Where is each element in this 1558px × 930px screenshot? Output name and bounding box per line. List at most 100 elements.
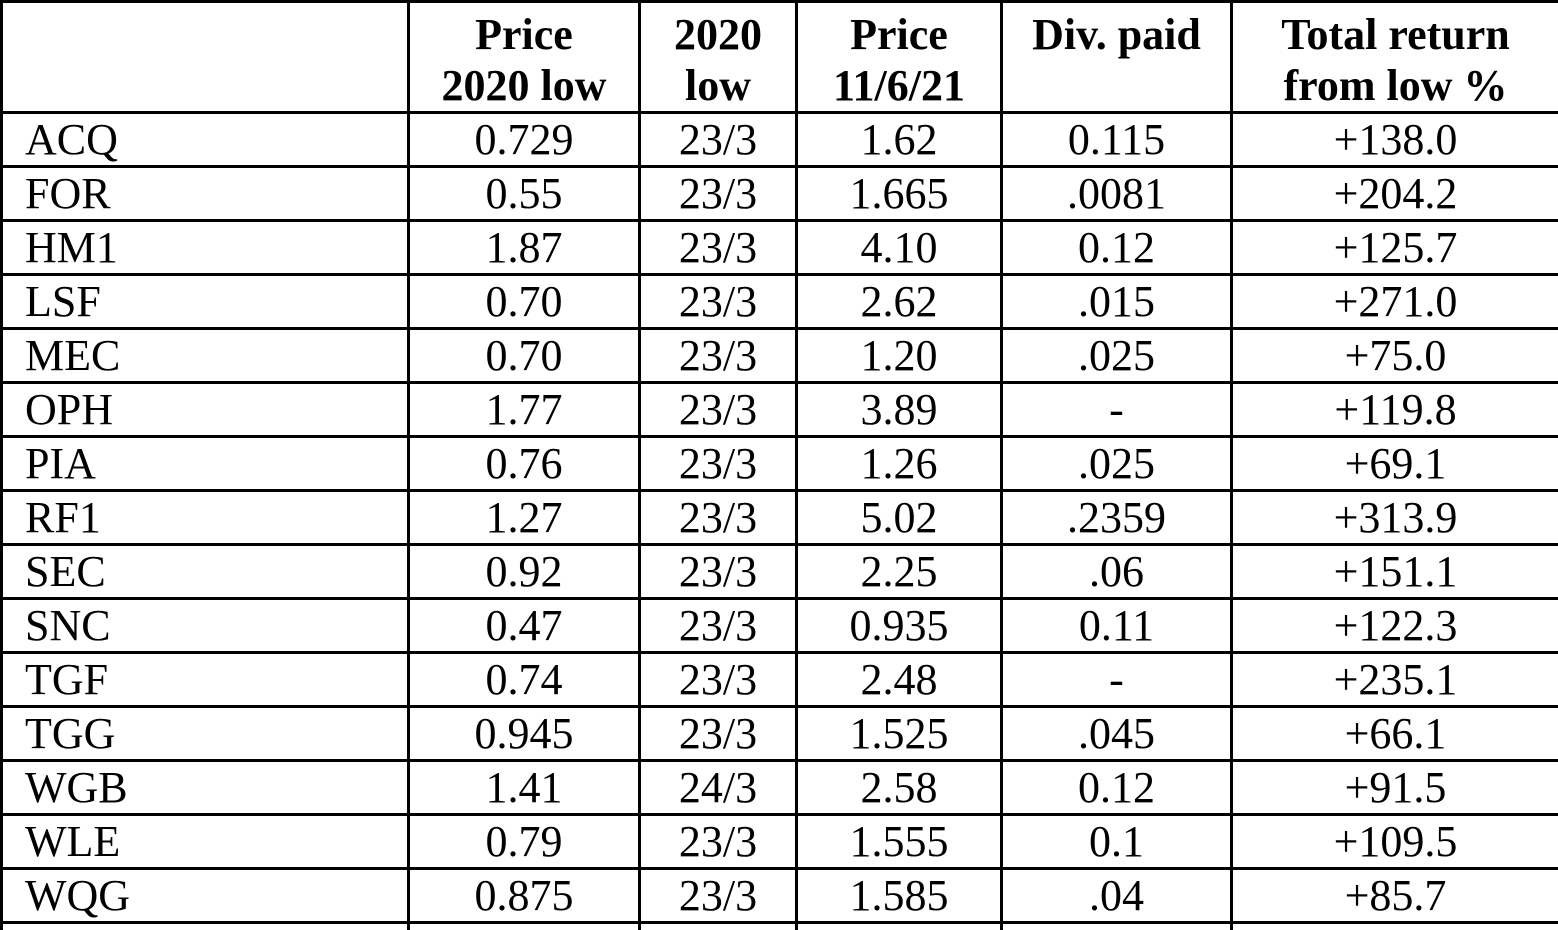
col-header-2020-low-date: 2020 low bbox=[638, 0, 798, 115]
ticker-cell: SEC bbox=[0, 543, 410, 601]
total-return-cell: +122.3 bbox=[1230, 597, 1558, 655]
col-header-price-11-6-21: Price 11/6/21 bbox=[795, 0, 1003, 115]
div-paid-cell: - bbox=[1000, 651, 1233, 709]
low-date-cell: 23/3 bbox=[638, 597, 798, 655]
price-2020-low-cell: 1.41 bbox=[407, 759, 641, 817]
low-date-cell: 23/3 bbox=[638, 219, 798, 277]
price-2020-low-cell: 0.92 bbox=[407, 543, 641, 601]
table-row: ACQ 0.729 23/3 1.62 0.115 +138.0 bbox=[0, 111, 1558, 169]
table-row: OPH 1.77 23/3 3.89 - +119.8 bbox=[0, 381, 1558, 439]
div-paid-cell: .0081 bbox=[1000, 165, 1233, 223]
col-header-ticker bbox=[0, 0, 410, 115]
price-2020-low-cell: 0.875 bbox=[407, 867, 641, 925]
total-return-cell: +125.7 bbox=[1230, 219, 1558, 277]
low-date-cell: 23/3 bbox=[638, 813, 798, 871]
price-11-6-21-cell: 2.62 bbox=[795, 273, 1003, 331]
total-return-cell: +204.2 bbox=[1230, 165, 1558, 223]
average-row: Average +145.2 bbox=[0, 921, 1558, 930]
total-return-cell: +75.0 bbox=[1230, 327, 1558, 385]
price-2020-low-cell: 0.76 bbox=[407, 435, 641, 493]
price-11-6-21-cell: 5.02 bbox=[795, 489, 1003, 547]
table-row: RF1 1.27 23/3 5.02 .2359 +313.9 bbox=[0, 489, 1558, 547]
price-2020-low-cell: 1.77 bbox=[407, 381, 641, 439]
div-paid-cell: .025 bbox=[1000, 435, 1233, 493]
total-return-cell: +271.0 bbox=[1230, 273, 1558, 331]
total-return-cell: +235.1 bbox=[1230, 651, 1558, 709]
average-div-paid-cell bbox=[1000, 921, 1233, 930]
price-11-6-21-cell: 1.585 bbox=[795, 867, 1003, 925]
div-paid-cell: .015 bbox=[1000, 273, 1233, 331]
ticker-cell: PIA bbox=[0, 435, 410, 493]
low-date-cell: 23/3 bbox=[638, 489, 798, 547]
price-11-6-21-cell: 1.525 bbox=[795, 705, 1003, 763]
table-row: LSF 0.70 23/3 2.62 .015 +271.0 bbox=[0, 273, 1558, 331]
div-paid-cell: .2359 bbox=[1000, 489, 1233, 547]
price-2020-low-cell: 0.70 bbox=[407, 273, 641, 331]
total-return-cell: +85.7 bbox=[1230, 867, 1558, 925]
average-total-return-cell: +145.2 bbox=[1230, 921, 1558, 930]
average-price-11-6-21-cell bbox=[795, 921, 1003, 930]
div-paid-cell: - bbox=[1000, 381, 1233, 439]
table-row: PIA 0.76 23/3 1.26 .025 +69.1 bbox=[0, 435, 1558, 493]
low-date-cell: 23/3 bbox=[638, 435, 798, 493]
low-date-cell: 24/3 bbox=[638, 759, 798, 817]
ticker-cell: WQG bbox=[0, 867, 410, 925]
ticker-cell: WGB bbox=[0, 759, 410, 817]
ticker-cell: SNC bbox=[0, 597, 410, 655]
low-date-cell: 23/3 bbox=[638, 381, 798, 439]
price-2020-low-cell: 1.27 bbox=[407, 489, 641, 547]
price-2020-low-cell: 0.70 bbox=[407, 327, 641, 385]
price-2020-low-cell: 0.74 bbox=[407, 651, 641, 709]
price-2020-low-cell: 1.87 bbox=[407, 219, 641, 277]
ticker-cell: TGG bbox=[0, 705, 410, 763]
price-11-6-21-cell: 1.26 bbox=[795, 435, 1003, 493]
col-header-div-paid: Div. paid bbox=[1000, 0, 1233, 115]
ticker-cell: ACQ bbox=[0, 111, 410, 169]
price-11-6-21-cell: 2.25 bbox=[795, 543, 1003, 601]
div-paid-cell: 0.11 bbox=[1000, 597, 1233, 655]
table-row: WLE 0.79 23/3 1.555 0.1 +109.5 bbox=[0, 813, 1558, 871]
ticker-cell: OPH bbox=[0, 381, 410, 439]
price-11-6-21-cell: 1.665 bbox=[795, 165, 1003, 223]
price-11-6-21-cell: 2.48 bbox=[795, 651, 1003, 709]
ticker-cell: HM1 bbox=[0, 219, 410, 277]
price-2020-low-cell: 0.945 bbox=[407, 705, 641, 763]
div-paid-cell: .04 bbox=[1000, 867, 1233, 925]
low-date-cell: 23/3 bbox=[638, 867, 798, 925]
col-header-price-2020-low: Price 2020 low bbox=[407, 0, 641, 115]
div-paid-cell: .045 bbox=[1000, 705, 1233, 763]
price-11-6-21-cell: 1.20 bbox=[795, 327, 1003, 385]
total-return-cell: +313.9 bbox=[1230, 489, 1558, 547]
low-date-cell: 23/3 bbox=[638, 165, 798, 223]
total-return-cell: +66.1 bbox=[1230, 705, 1558, 763]
ticker-cell: WLE bbox=[0, 813, 410, 871]
price-11-6-21-cell: 1.62 bbox=[795, 111, 1003, 169]
price-11-6-21-cell: 4.10 bbox=[795, 219, 1003, 277]
average-low-date-cell bbox=[638, 921, 798, 930]
div-paid-cell: 0.1 bbox=[1000, 813, 1233, 871]
table-row: HM1 1.87 23/3 4.10 0.12 +125.7 bbox=[0, 219, 1558, 277]
col-header-total-return: Total return from low % bbox=[1230, 0, 1558, 115]
ticker-cell: MEC bbox=[0, 327, 410, 385]
low-date-cell: 23/3 bbox=[638, 705, 798, 763]
total-return-cell: +91.5 bbox=[1230, 759, 1558, 817]
table-row: WQG 0.875 23/3 1.585 .04 +85.7 bbox=[0, 867, 1558, 925]
price-11-6-21-cell: 0.935 bbox=[795, 597, 1003, 655]
total-return-cell: +151.1 bbox=[1230, 543, 1558, 601]
ticker-cell: FOR bbox=[0, 165, 410, 223]
low-date-cell: 23/3 bbox=[638, 273, 798, 331]
price-11-6-21-cell: 2.58 bbox=[795, 759, 1003, 817]
table-row: SEC 0.92 23/3 2.25 .06 +151.1 bbox=[0, 543, 1558, 601]
low-date-cell: 23/3 bbox=[638, 327, 798, 385]
table-row: FOR 0.55 23/3 1.665 .0081 +204.2 bbox=[0, 165, 1558, 223]
low-date-cell: 23/3 bbox=[638, 543, 798, 601]
total-return-cell: +138.0 bbox=[1230, 111, 1558, 169]
div-paid-cell: .025 bbox=[1000, 327, 1233, 385]
total-return-cell: +109.5 bbox=[1230, 813, 1558, 871]
low-date-cell: 23/3 bbox=[638, 651, 798, 709]
table-row: MEC 0.70 23/3 1.20 .025 +75.0 bbox=[0, 327, 1558, 385]
div-paid-cell: 0.12 bbox=[1000, 759, 1233, 817]
price-2020-low-cell: 0.55 bbox=[407, 165, 641, 223]
low-date-cell: 23/3 bbox=[638, 111, 798, 169]
